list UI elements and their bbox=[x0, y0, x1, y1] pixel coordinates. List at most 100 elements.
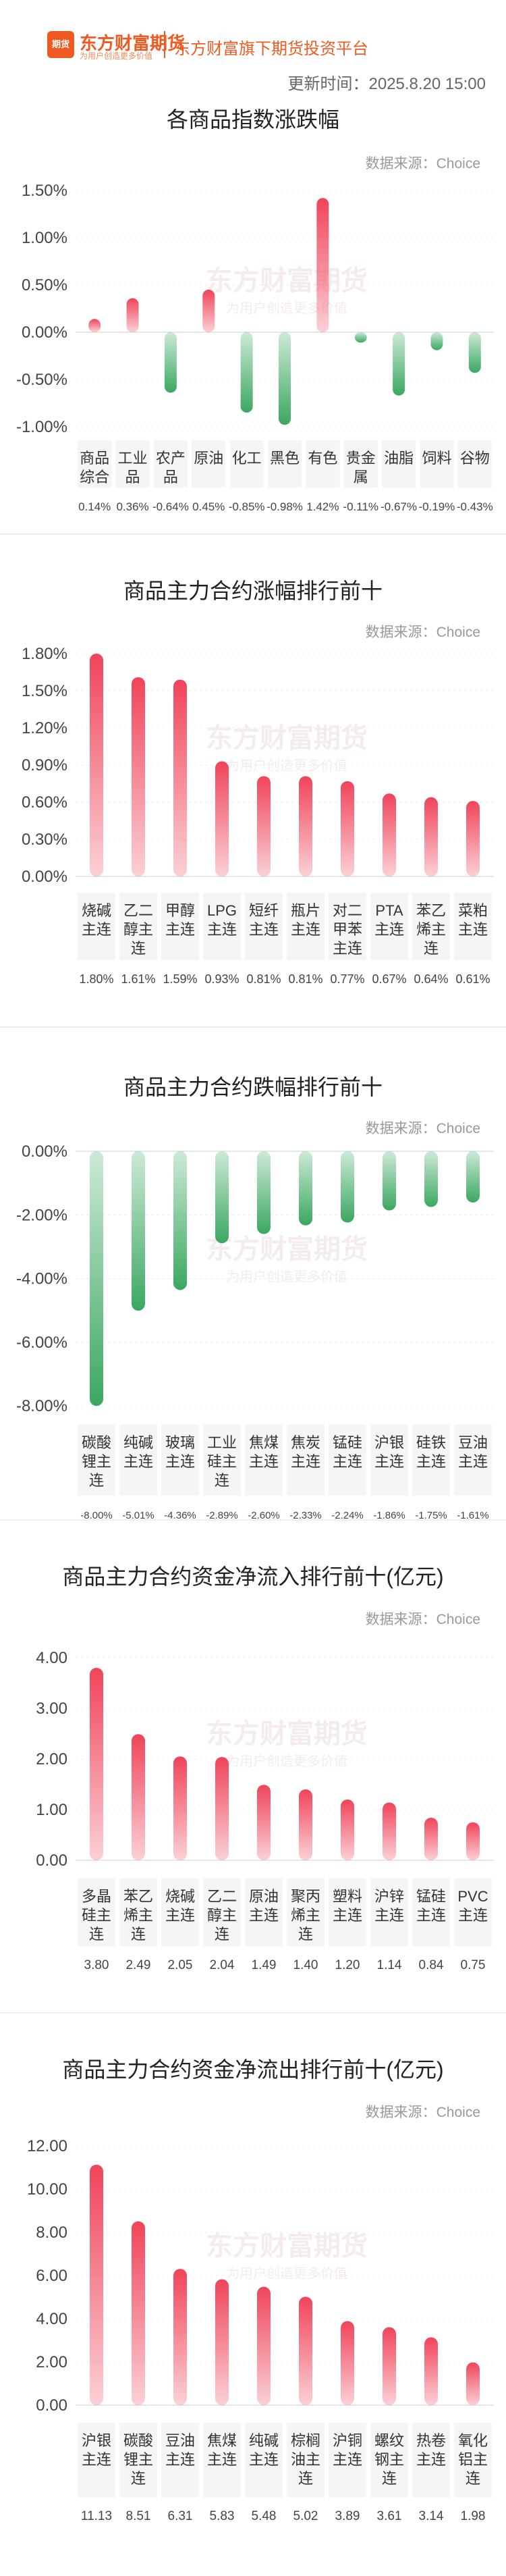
category-label: 棕榈 bbox=[291, 2432, 320, 2449]
category-cell bbox=[457, 440, 492, 488]
value-label: -1.61% bbox=[457, 1510, 489, 1519]
value-label: -1.86% bbox=[373, 1510, 405, 1519]
chart-section-net-inflow: 商品主力合约资金净流入排行前十(亿元) 数据来源：Choice 东方财富期货 为用… bbox=[0, 1526, 506, 1999]
category-label: 硅主 bbox=[82, 1907, 111, 1924]
category-cell bbox=[203, 1425, 241, 1496]
value-label: 3.61 bbox=[377, 2509, 402, 2523]
category-label: 纯碱 bbox=[123, 1434, 153, 1451]
category-label: 锂主 bbox=[123, 2451, 153, 2468]
category-cell bbox=[161, 1425, 199, 1496]
category-cell bbox=[78, 2423, 115, 2497]
value-label: -4.36% bbox=[164, 1510, 196, 1519]
value-label: 2.49 bbox=[126, 1958, 151, 1972]
value-label: 1.40 bbox=[293, 1958, 318, 1972]
y-tick-label: 2.00 bbox=[36, 2353, 67, 2371]
y-tick-label: 6.00 bbox=[36, 2267, 67, 2285]
category-cell bbox=[343, 440, 378, 488]
category-cell bbox=[119, 1878, 157, 1946]
section-divider bbox=[0, 533, 506, 535]
category-cell bbox=[203, 893, 241, 960]
chart-section-top-gainers: 商品主力合约涨幅排行前十 数据来源：Choice 东方财富期货 为用户创造更多价值… bbox=[0, 547, 506, 1020]
category-label: 连 bbox=[298, 2470, 313, 2487]
bar bbox=[424, 1818, 438, 1860]
category-label: 螺纹 bbox=[374, 2432, 404, 2449]
bar bbox=[257, 2286, 271, 2405]
category-cell bbox=[203, 2423, 241, 2497]
category-cell bbox=[370, 1425, 408, 1496]
category-label: 主连 bbox=[374, 1907, 404, 1924]
y-tick-label: 8.00 bbox=[36, 2224, 67, 2242]
category-label: 主连 bbox=[249, 1453, 279, 1470]
category-label: 主连 bbox=[123, 1453, 153, 1470]
bar bbox=[279, 332, 291, 425]
category-cell bbox=[78, 1425, 115, 1496]
category-label: 主连 bbox=[416, 1453, 446, 1470]
value-label: -2.60% bbox=[248, 1510, 280, 1519]
value-label: 2.04 bbox=[210, 1958, 235, 1972]
category-label: 烧碱 bbox=[165, 1888, 195, 1905]
category-cell bbox=[192, 440, 226, 488]
category-cell bbox=[412, 893, 450, 960]
value-label: -2.24% bbox=[331, 1510, 364, 1519]
bar bbox=[341, 2321, 354, 2405]
category-label: 甲苯 bbox=[333, 921, 362, 938]
y-tick-label: 1.00% bbox=[22, 229, 67, 247]
data-source: 数据来源：Choice bbox=[365, 1612, 480, 1627]
chart-title: 商品主力合约资金净流出排行前十(亿元) bbox=[62, 2057, 444, 2082]
y-tick-label: 0.60% bbox=[22, 793, 67, 812]
category-label: 短纤 bbox=[249, 902, 279, 919]
category-label: 主连 bbox=[333, 1907, 362, 1924]
watermark-subtext: 为用户创造更多价值 bbox=[226, 1754, 347, 1769]
category-cell bbox=[119, 1425, 157, 1496]
value-label: -0.64% bbox=[152, 500, 189, 513]
category-label: 主连 bbox=[458, 1453, 488, 1470]
bar bbox=[215, 1151, 229, 1244]
category-label: 连 bbox=[215, 1926, 229, 1943]
bar bbox=[316, 198, 329, 332]
data-source: 数据来源：Choice bbox=[365, 1121, 480, 1136]
value-label: 0.61% bbox=[455, 972, 490, 986]
category-cell bbox=[329, 2423, 366, 2497]
bar bbox=[299, 2296, 312, 2405]
category-label: 油主 bbox=[291, 2451, 320, 2468]
category-cell bbox=[161, 893, 199, 960]
category-label: 主连 bbox=[333, 2451, 362, 2468]
value-label: -0.43% bbox=[457, 500, 493, 513]
category-cell bbox=[412, 2423, 450, 2497]
category-label: 品 bbox=[163, 469, 178, 485]
value-label: 0.81% bbox=[246, 972, 281, 986]
category-label: 氧化 bbox=[458, 2432, 488, 2449]
category-cell bbox=[412, 1425, 450, 1496]
category-label: 沪锌 bbox=[374, 1888, 404, 1905]
bar bbox=[240, 332, 253, 413]
category-cell bbox=[115, 440, 150, 488]
value-label: 0.93% bbox=[204, 972, 239, 986]
category-label: 农产 bbox=[156, 450, 186, 467]
watermark-subtext: 为用户创造更多价值 bbox=[226, 300, 347, 316]
value-label: 3.14 bbox=[419, 2509, 444, 2523]
category-label: 醇主 bbox=[123, 921, 153, 938]
category-label: 焦煤 bbox=[249, 1434, 279, 1451]
category-cell bbox=[454, 2423, 492, 2497]
section-divider bbox=[0, 2012, 506, 2014]
category-label: 锂主 bbox=[82, 1453, 111, 1470]
y-tick-label: 2.00 bbox=[36, 1750, 67, 1768]
value-label: 1.80% bbox=[79, 972, 113, 986]
value-label: 6.31 bbox=[168, 2509, 193, 2523]
y-tick-label: 0.00% bbox=[22, 1142, 67, 1161]
category-cell bbox=[78, 893, 115, 960]
value-label: 1.42% bbox=[306, 500, 339, 513]
category-label: 烯主 bbox=[416, 921, 446, 938]
bar bbox=[257, 1785, 271, 1860]
bar bbox=[393, 332, 405, 396]
bar bbox=[132, 2221, 145, 2405]
data-source: 数据来源：Choice bbox=[365, 625, 480, 640]
y-tick-label: 3.00 bbox=[36, 1700, 67, 1718]
category-cell bbox=[329, 1878, 366, 1946]
category-label: 菜粕 bbox=[458, 902, 488, 919]
category-label: 连 bbox=[89, 1472, 104, 1489]
watermark-text: 东方财富期货 bbox=[206, 1719, 368, 1749]
logo-text: 东方财富期货 bbox=[80, 33, 186, 53]
